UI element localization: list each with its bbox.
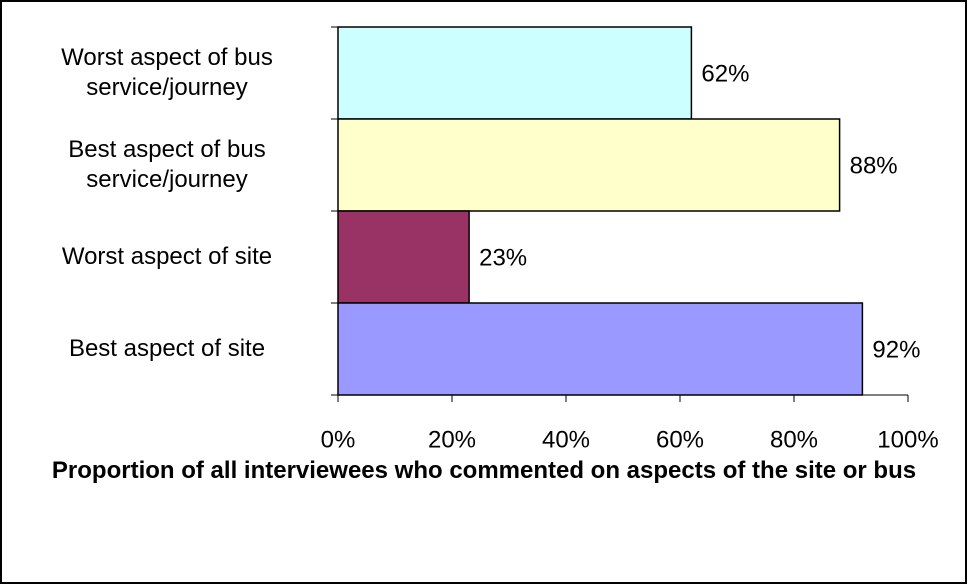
x-tick-label: 0% <box>321 426 356 453</box>
y-tick-label: Best aspect of bus service/journey <box>68 136 266 193</box>
x-tick-label: 80% <box>770 426 818 453</box>
bar <box>337 302 864 396</box>
value-label: 62% <box>701 60 749 87</box>
x-tick-label: 60% <box>656 426 704 453</box>
value-label: 92% <box>872 336 920 363</box>
x-tick-label: 20% <box>428 426 476 453</box>
x-axis-title: Proportion of all interviewees who comme… <box>51 457 917 484</box>
y-tick-label: Worst aspect of bus service/journey <box>61 44 273 101</box>
bar <box>337 26 693 120</box>
x-tick-label: 100% <box>877 426 938 453</box>
bar <box>337 210 470 304</box>
y-tick-label: Best aspect of site <box>68 335 266 362</box>
y-tick-label: Worst aspect of site <box>61 243 273 270</box>
value-label: 88% <box>850 152 898 179</box>
value-label: 23% <box>479 244 527 271</box>
bar <box>337 118 841 212</box>
x-tick-label: 40% <box>542 426 590 453</box>
